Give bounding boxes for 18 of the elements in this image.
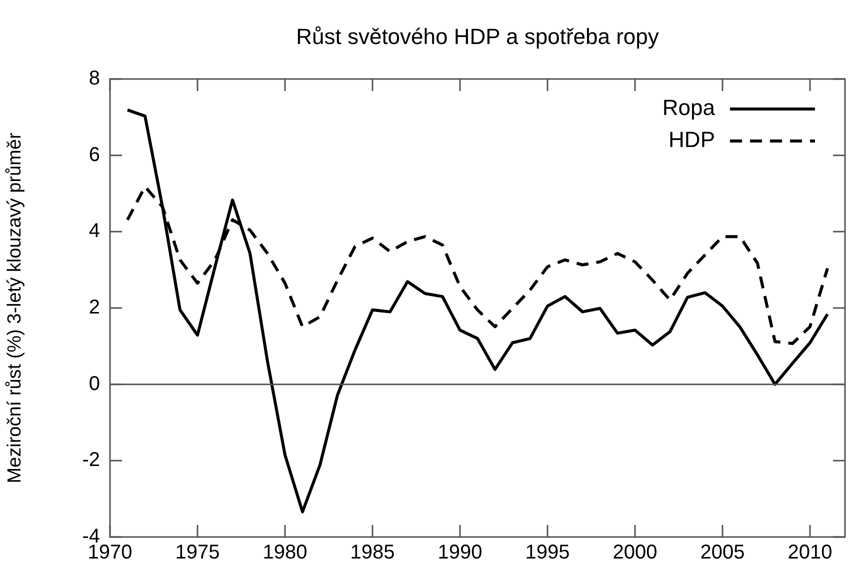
y-axis-title: Meziroční růst (%) 3-letý klouzavý průměr <box>4 132 26 484</box>
y-tick-label: 4 <box>88 220 100 242</box>
legend-label: HDP <box>668 127 715 152</box>
x-tick-label: 2010 <box>788 542 832 564</box>
y-tick-label: 0 <box>88 372 100 395</box>
x-tick-label: 1990 <box>438 542 482 564</box>
y-tick-label: 2 <box>88 296 100 319</box>
x-tick-label: 1995 <box>525 542 570 564</box>
x-tick-label: 1985 <box>350 542 395 564</box>
y-tick-label: 6 <box>88 144 100 166</box>
legend-label: Ropa <box>662 95 716 120</box>
x-tick-label: 1975 <box>175 542 220 564</box>
x-tick-label: 2005 <box>700 542 745 564</box>
y-tick-label: -2 <box>82 449 100 472</box>
y-tick-label: 8 <box>88 68 100 90</box>
x-tick-label: 2000 <box>612 542 658 564</box>
chart-title: Růst světového HDP a spotřeba ropy <box>296 24 659 50</box>
x-tick-label: 1980 <box>262 542 308 564</box>
